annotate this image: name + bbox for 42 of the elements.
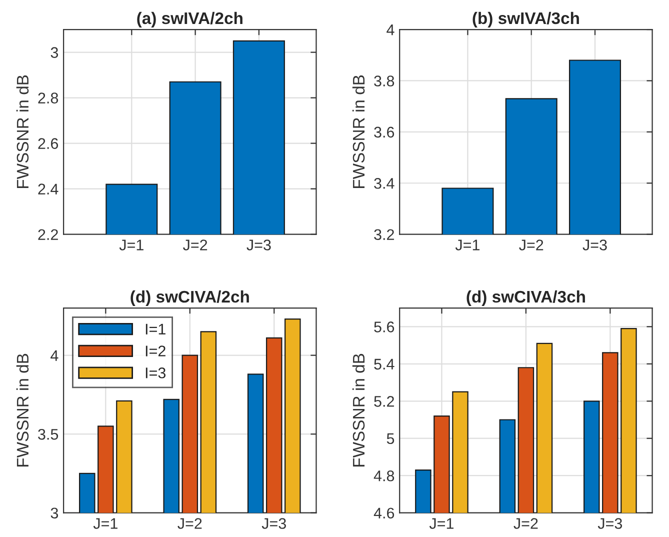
x-tick-label: J=2 — [178, 518, 202, 529]
y-tick-label: 5.4 — [374, 358, 394, 370]
chart-title: (d) swCIVA/3ch — [466, 290, 585, 306]
x-tick-label: J=2 — [183, 240, 208, 250]
y-tick-label: 3.6 — [374, 126, 394, 138]
x-tick-label: J=3 — [246, 240, 271, 250]
legend-label: I=1 — [146, 324, 166, 334]
y-axis-title: FWSSNR in dB — [352, 354, 365, 466]
y-tick-label: 3.5 — [38, 428, 58, 440]
chart-title: (b) swIVA/3ch — [472, 12, 579, 28]
y-axis-title: FWSSNR in dB — [16, 354, 29, 466]
y-tick-label: 4 — [50, 350, 58, 361]
x-tick-label: J=3 — [598, 518, 622, 529]
x-tick-label: J=1 — [455, 240, 480, 250]
y-axis-title: FWSSNR in dB — [16, 75, 29, 188]
x-tick-label: J=3 — [262, 518, 286, 529]
y-tick-label: 3.8 — [374, 76, 394, 86]
y-tick-label: 4.6 — [374, 508, 394, 519]
x-tick-label: J=1 — [429, 518, 454, 529]
y-tick-label: 5.6 — [374, 322, 394, 332]
x-tick-label: J=2 — [519, 240, 544, 250]
y-tick-label: 4 — [386, 24, 394, 36]
x-tick-label: J=2 — [514, 518, 538, 529]
y-tick-label: 2.6 — [38, 138, 58, 149]
y-tick-label: 2.4 — [38, 184, 58, 194]
legend-label: I=2 — [146, 346, 166, 356]
y-axis-title: FWSSNR in dB — [352, 75, 365, 188]
x-tick-label: J=1 — [119, 240, 144, 250]
chart-title: (a) swIVA/2ch — [137, 12, 242, 28]
x-tick-label: J=3 — [582, 240, 607, 250]
y-tick-label: 2.8 — [38, 92, 58, 104]
chart-title: (d) swCIVA/2ch — [130, 290, 249, 306]
y-tick-label: 5.2 — [374, 396, 394, 407]
y-tick-label: 2.2 — [38, 229, 58, 240]
y-tick-label: 3 — [50, 508, 58, 519]
y-tick-label: 3.2 — [374, 229, 394, 240]
y-tick-label: 4.8 — [374, 470, 394, 482]
y-tick-label: 3.4 — [374, 178, 394, 189]
y-tick-label: 5 — [386, 433, 394, 444]
legend-label: I=3 — [146, 367, 166, 378]
y-tick-label: 3 — [50, 47, 58, 58]
x-tick-label: J=1 — [93, 518, 118, 529]
